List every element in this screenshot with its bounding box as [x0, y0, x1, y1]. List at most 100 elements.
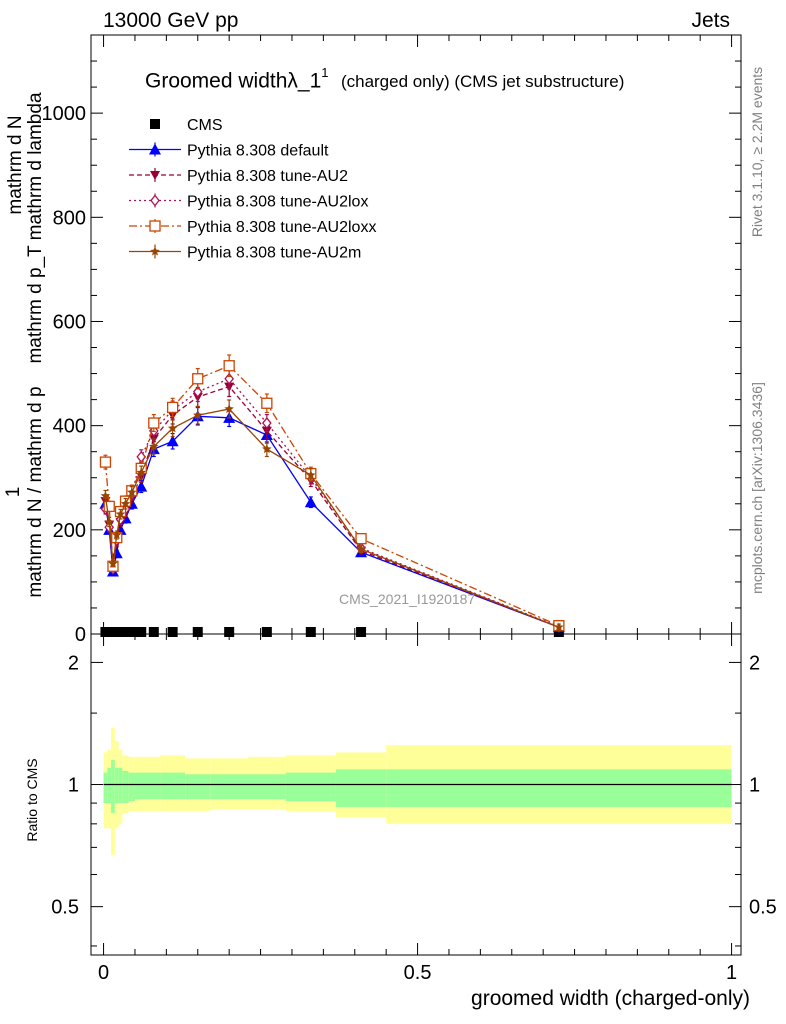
data-point: [135, 480, 148, 492]
series-cms: [100, 627, 564, 637]
ratio-inner-band: [285, 772, 336, 802]
data-point: [356, 544, 366, 554]
data-point: [262, 417, 272, 430]
ratio-inner-band: [122, 770, 129, 804]
data-point: [304, 496, 317, 508]
data-point: [167, 423, 178, 433]
x-tick-label: 0: [98, 962, 109, 984]
legend-label: Pythia 8.308 tune-AU2m: [187, 245, 361, 262]
ratio-panel: 0 0.5 1 0.5 0.5 1 1 2 2: [51, 633, 777, 984]
side-mcplots: mcplots.cern.ch [arXiv:1306.3436]: [749, 382, 765, 594]
data-point: [103, 500, 115, 513]
data-point: [148, 417, 160, 429]
main-panel: 0 200 400 600 800 1000: [42, 34, 742, 646]
data-point: [554, 622, 564, 632]
data-point: [126, 627, 137, 637]
ratio-inner-band: [160, 772, 186, 800]
header-right: Jets: [691, 9, 730, 32]
legend-marker: [150, 194, 160, 207]
legend-label: CMS: [187, 117, 223, 134]
ratio-inner-band: [114, 767, 119, 804]
ratio-inner-band: [134, 772, 148, 800]
ratio-inner-band: [118, 767, 123, 804]
ylabel-numerator: mathrm d N: [5, 115, 27, 214]
main-y-tick-label: 0: [75, 624, 86, 646]
data-point: [224, 403, 234, 414]
ratio-inner-band: [128, 772, 135, 802]
series-line: [104, 408, 560, 628]
data-point: [261, 397, 273, 409]
data-point: [104, 517, 114, 527]
watermark: CMS_2021_I1920187: [339, 591, 476, 607]
ratio-inner-band: [210, 774, 249, 800]
ylabel-denominator: mathrm d N / mathrm d p: [25, 386, 46, 598]
legend-marker: [150, 246, 160, 256]
legend-marker: [150, 119, 160, 129]
ylabel-one: 1: [3, 486, 24, 498]
legend-marker: [149, 143, 161, 155]
data-point: [166, 401, 179, 414]
legend: CMS Pythia 8.308 default Pythia 8.308 tune…: [129, 117, 376, 262]
main-y-tick-label: 800: [53, 207, 86, 229]
data-point: [305, 627, 316, 637]
data-point: [223, 360, 235, 372]
main-y-tick-label: 1000: [42, 103, 87, 125]
series-pythia-8-308-tune-au2: [100, 376, 564, 633]
ratio-y-tick-label-right: 2: [749, 652, 760, 674]
data-point: [166, 435, 179, 447]
header-left: 13000 GeV pp: [103, 9, 239, 32]
ratio-ylabel: Ratio to CMS: [24, 758, 40, 842]
legend-label: Pythia 8.308 tune-AU2lox: [187, 194, 368, 211]
ratio-inner-band: [107, 767, 112, 804]
data-point: [148, 627, 159, 637]
ratio-inner-band: [111, 759, 115, 814]
ratio-inner-band: [335, 769, 387, 808]
main-y-tick-label: 400: [53, 416, 86, 438]
series-pythia-8-308-default: [99, 406, 565, 633]
main-y-tick-label: 200: [53, 520, 86, 542]
data-point: [100, 490, 111, 501]
ratio-y-tick-label-right: 0.5: [749, 897, 777, 919]
data-point: [149, 441, 159, 451]
chart-title-sup: 1: [321, 65, 329, 80]
data-point: [193, 410, 203, 420]
data-point: [192, 627, 203, 637]
data-point: [262, 444, 272, 454]
series-pythia-8-308-tune-au2m: [100, 399, 564, 632]
data-point: [192, 373, 204, 385]
ratio-y-tick-label: 2: [68, 652, 79, 674]
ylabel-num-b: N: [5, 115, 26, 130]
ratio-frame: [90, 633, 742, 956]
series-line: [104, 378, 560, 628]
ratio-inner-band: [147, 772, 161, 800]
x-tick-label: 1: [726, 962, 737, 984]
ratio-y-tick-label-right: 1: [749, 775, 760, 797]
data-point: [115, 627, 126, 637]
ylabel-num-a: mathrm d: [5, 134, 26, 215]
legend-label: Pythia 8.308 tune-AU2loxx: [187, 219, 376, 236]
chart-title-sub: (charged only) (CMS jet substructure): [340, 72, 625, 92]
data-point: [115, 509, 126, 519]
ylabel-numerator-long: mathrm d p_T mathrm d lambda: [25, 92, 46, 364]
data-point: [224, 627, 235, 637]
data-point: [111, 530, 122, 540]
chart-title: Groomed widthλ_11 (charged only) (CMS je…: [145, 65, 625, 93]
legend-label: Pythia 8.308 default: [187, 143, 329, 160]
ratio-y-tick-label: 1: [68, 775, 79, 797]
data-point: [261, 627, 272, 637]
data-point: [136, 467, 146, 477]
legend-label: Pythia 8.308 tune-AU2: [187, 168, 348, 185]
series-pythia-8-308-tune-au2loxx: [99, 354, 565, 632]
main-y-tick-label: 600: [53, 311, 86, 333]
data-point: [99, 456, 112, 468]
side-rivet: Rivet 3.1.10, ≥ 2.2M events: [749, 66, 765, 238]
legend-marker: [149, 220, 161, 232]
data-point: [127, 487, 137, 497]
data-point: [108, 558, 118, 568]
ratio-inner-band: [386, 769, 732, 808]
data-point: [355, 533, 367, 545]
data-point: [120, 627, 131, 637]
data-point: [356, 627, 367, 637]
x-tick-label: 0.5: [404, 962, 432, 984]
